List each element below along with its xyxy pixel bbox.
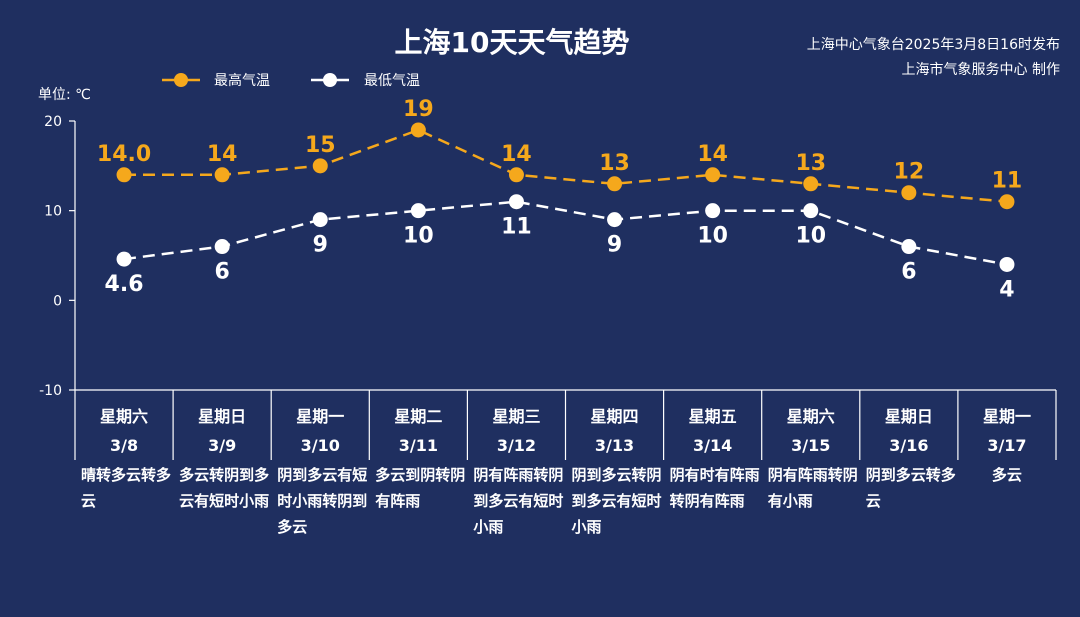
weather-description: 阴到多云转多云	[865, 466, 956, 510]
low-temp-point	[803, 203, 819, 219]
date-label: 3/16	[889, 436, 928, 455]
publisher-text: 上海中心气象台2025年3月8日16时发布	[807, 37, 1060, 53]
data-labels: 14.0 14 15 19 14 13 14 13 12 11 4.6 6 9 10 11 9 10 10 6 4	[97, 97, 1022, 303]
high-temp-line	[124, 128, 1008, 203]
low-temp-label: 4	[999, 277, 1014, 302]
weekday-label: 星期四	[591, 407, 639, 426]
low-temp-label: 10	[403, 224, 434, 249]
axes: 20 10 0 -10	[39, 114, 1056, 399]
weather-description: 多云到阴转阴有阵雨	[375, 466, 466, 510]
date-label: 3/11	[399, 436, 438, 455]
weekday-label: 星期六	[787, 407, 835, 426]
high-temp-point	[999, 194, 1015, 210]
high-temp-point	[116, 167, 132, 183]
weather-description: 晴转多云转多云	[81, 466, 172, 510]
legend-item-high: 最高气温	[162, 72, 270, 89]
low-temp-label: 10	[795, 224, 826, 249]
legend-high-label: 最高气温	[214, 72, 270, 89]
high-temp-point	[214, 167, 230, 183]
low-temp-label: 9	[313, 233, 328, 258]
low-temp-point	[999, 256, 1015, 272]
low-temp-label: 4.6	[105, 272, 144, 297]
weather-description: 阴有阵雨转阴有小雨	[767, 466, 858, 510]
weather-description: 阴到多云转阴到多云有短时小雨	[571, 466, 662, 536]
high-temp-label: 11	[992, 169, 1023, 194]
weekday-label: 星期一	[983, 407, 1031, 426]
high-temp-point	[803, 176, 819, 192]
date-label: 3/10	[301, 436, 340, 455]
high-temp-label: 19	[403, 97, 434, 122]
low-temp-point	[116, 251, 132, 267]
y-tick-label: -10	[39, 383, 62, 399]
date-label: 3/15	[791, 436, 830, 455]
weather-description: 阴有阵雨转阴到多云有短时小雨	[473, 466, 564, 536]
weekday-label: 星期一	[296, 407, 344, 426]
weather-description: 多云	[991, 466, 1022, 484]
high-temp-label: 14	[207, 142, 238, 167]
producer-text: 上海市气象服务中心 制作	[902, 61, 1060, 78]
date-label: 3/13	[595, 436, 634, 455]
high-temp-label: 14.0	[97, 142, 151, 167]
date-label: 3/14	[693, 436, 732, 455]
legend: 最高气温 最低气温	[162, 72, 420, 89]
chart-title: 上海10天天气趋势	[395, 26, 630, 59]
high-temp-label: 13	[795, 151, 826, 176]
legend-low-label: 最低气温	[364, 73, 420, 89]
y-tick-label: 0	[53, 293, 62, 309]
y-tick-label: 10	[44, 204, 62, 220]
low-temp-line	[123, 200, 1008, 266]
high-temp-point	[410, 122, 426, 138]
low-temp-point	[607, 212, 623, 228]
low-temp-label: 6	[214, 260, 229, 285]
legend-high-marker	[174, 73, 188, 87]
weekday-label: 星期三	[492, 407, 540, 426]
high-temp-point	[312, 158, 328, 174]
weather-description: 多云转阴到多云有短时小雨	[179, 466, 270, 510]
low-temp-point	[508, 194, 524, 210]
high-temp-label: 14	[501, 142, 532, 167]
high-temp-point	[705, 167, 721, 183]
weather-description: 阴有时有阵雨转阴有阵雨	[669, 466, 760, 510]
low-temp-point	[901, 239, 917, 255]
high-temp-label: 14	[697, 142, 728, 167]
weekday-label: 星期五	[689, 407, 737, 426]
high-temp-label: 13	[599, 151, 630, 176]
series-points	[116, 122, 1015, 272]
weekday-label: 星期日	[885, 407, 933, 426]
weekday-label: 星期二	[394, 407, 442, 426]
high-temp-point	[607, 176, 623, 192]
date-label: 3/9	[208, 436, 236, 455]
date-label: 3/17	[987, 436, 1026, 455]
y-tick-label: 20	[44, 114, 62, 130]
low-temp-point	[410, 203, 426, 219]
low-temp-point	[705, 203, 721, 219]
high-temp-point	[508, 167, 524, 183]
date-label: 3/8	[110, 436, 138, 455]
high-temp-label: 12	[894, 160, 925, 185]
low-temp-label: 10	[697, 224, 728, 249]
low-temp-point	[214, 239, 230, 255]
date-label: 3/12	[497, 436, 536, 455]
weekday-label: 星期六	[100, 407, 148, 426]
low-temp-label: 6	[901, 260, 916, 285]
weather-description: 阴到多云有短时小雨转阴到多云	[277, 466, 368, 536]
series-lines	[123, 128, 1008, 266]
high-temp-label: 15	[305, 133, 336, 158]
date-table: 星期六 3/8 星期日 3/9 星期一 3/10 星期二 3/11 星期三 3/12 星期四 3/13…	[74, 390, 1057, 460]
weekday-label: 星期日	[198, 407, 246, 426]
low-temp-label: 9	[607, 233, 622, 258]
y-axis-unit-label: 单位: ℃	[38, 87, 91, 103]
high-temp-point	[901, 185, 917, 201]
legend-low-marker	[323, 73, 337, 87]
legend-item-low: 最低气温	[311, 73, 420, 89]
low-temp-point	[312, 212, 328, 228]
low-temp-label: 11	[501, 215, 532, 240]
